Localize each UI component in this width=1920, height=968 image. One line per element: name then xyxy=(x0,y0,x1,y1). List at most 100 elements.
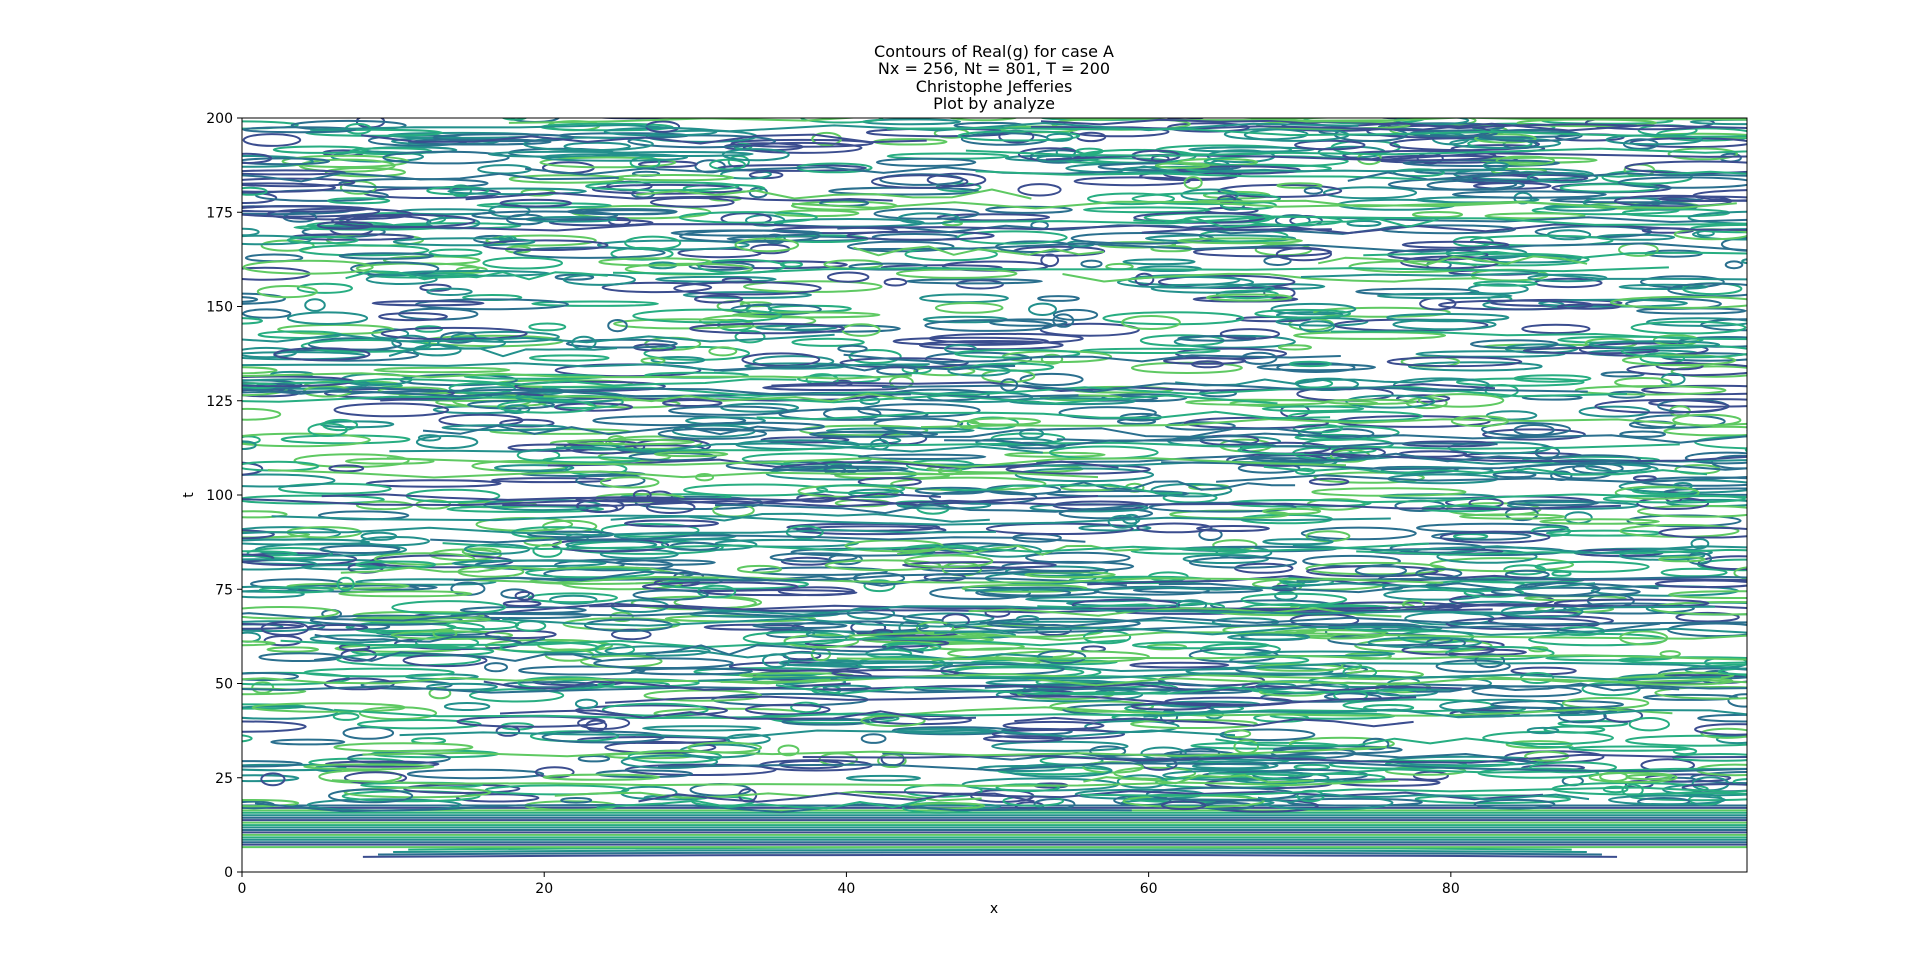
contour-line xyxy=(471,210,619,221)
contour-line xyxy=(319,544,401,555)
contour-line xyxy=(242,495,1098,507)
contour-line xyxy=(1294,433,1368,441)
contour-line xyxy=(355,560,437,569)
contour-line xyxy=(448,382,516,395)
contour-line xyxy=(304,298,326,312)
contour-line xyxy=(857,453,987,460)
contour-line xyxy=(1313,306,1451,318)
contour-line xyxy=(1140,746,1187,760)
contour-line xyxy=(1107,514,1138,529)
contour-line xyxy=(574,698,599,709)
contour-line xyxy=(358,706,438,721)
contour-line xyxy=(321,492,941,502)
contour-line xyxy=(824,559,942,572)
contour-line xyxy=(1217,195,1237,204)
contour-line xyxy=(708,346,738,357)
contour-line xyxy=(342,726,395,740)
contour-line xyxy=(827,271,870,283)
contour-line xyxy=(1270,302,1357,316)
contour-line xyxy=(270,738,346,746)
contour-line xyxy=(902,612,995,624)
contour-line xyxy=(607,319,628,333)
contour-line xyxy=(601,281,713,294)
contour-line xyxy=(327,197,391,205)
contour-line xyxy=(580,209,677,216)
contour-line xyxy=(742,141,863,154)
contour-line xyxy=(1630,320,1747,335)
contour-line xyxy=(1276,182,1323,189)
contour-line xyxy=(1159,709,1179,725)
contour-line xyxy=(242,763,347,772)
contour-line xyxy=(324,167,406,178)
contour-line xyxy=(1193,246,1332,258)
contour-line xyxy=(689,783,752,797)
contour-line xyxy=(508,118,1472,124)
contour-line xyxy=(1594,399,1730,414)
contour-line xyxy=(1539,518,1660,525)
contour-line xyxy=(630,667,753,676)
contour-line xyxy=(322,418,359,432)
contour-line xyxy=(362,746,1387,758)
contour-line xyxy=(786,661,1747,672)
y-axis: 0 25 50 75 100 125 150 175 200 xyxy=(206,111,242,881)
contour-line xyxy=(340,565,685,576)
contour-line xyxy=(356,719,482,730)
contour-line xyxy=(1014,467,1155,483)
contour-line xyxy=(1617,176,1747,189)
contour-line xyxy=(887,706,1673,717)
contour-line xyxy=(491,477,612,484)
contour-line xyxy=(1538,298,1688,308)
contour-line xyxy=(1037,603,1401,614)
contour-line xyxy=(1452,533,1489,540)
contour-line xyxy=(1746,428,1747,433)
contour-line xyxy=(849,630,1747,641)
contour-line xyxy=(734,237,800,253)
contour-line xyxy=(954,215,1747,226)
contour-line xyxy=(775,684,1426,695)
contour-line xyxy=(1485,410,1538,421)
contour-line xyxy=(309,634,398,644)
contour-line xyxy=(836,654,1747,661)
contour-line xyxy=(531,300,659,307)
contour-line xyxy=(1197,199,1737,209)
contour-line xyxy=(745,703,831,716)
contour-line xyxy=(242,133,302,147)
contour-line xyxy=(345,270,608,281)
contour-line xyxy=(428,687,452,700)
contour-line xyxy=(1401,599,1425,610)
x-axis-label: x xyxy=(990,901,998,917)
contour-line xyxy=(428,248,483,257)
title-line-4: Plot by analyze xyxy=(933,94,1055,113)
contour-line xyxy=(242,120,299,130)
contour-line xyxy=(412,344,462,357)
contour-line xyxy=(242,386,911,396)
contour-line xyxy=(936,213,1051,222)
contour-line xyxy=(338,252,435,260)
contour-line xyxy=(1300,272,1747,281)
contour-line xyxy=(1208,767,1747,777)
contour-line xyxy=(1154,162,1211,169)
contour-line xyxy=(1182,554,1270,564)
contour-line xyxy=(1628,717,1671,732)
contour-line xyxy=(1629,137,1747,148)
contour-line xyxy=(1602,785,1629,794)
contour-line xyxy=(615,559,716,566)
contour-line xyxy=(333,742,474,753)
contour-line xyxy=(846,240,955,253)
contour-line xyxy=(653,451,729,458)
contour-line xyxy=(260,772,286,787)
contour-line xyxy=(307,422,348,437)
contour-line xyxy=(1354,564,1408,577)
contour-line xyxy=(1036,452,1551,463)
contour-line xyxy=(1402,159,1561,168)
contour-line xyxy=(1733,566,1747,580)
contour-line xyxy=(1089,745,1127,758)
contour-line xyxy=(527,592,619,604)
contour-line xyxy=(485,234,597,247)
contour-line xyxy=(1131,641,1270,650)
contour-line xyxy=(1675,611,1740,623)
contour-line xyxy=(1426,179,1525,191)
contour-line xyxy=(286,311,369,326)
contour-line xyxy=(1292,544,1747,555)
contour-line xyxy=(1150,483,1233,498)
